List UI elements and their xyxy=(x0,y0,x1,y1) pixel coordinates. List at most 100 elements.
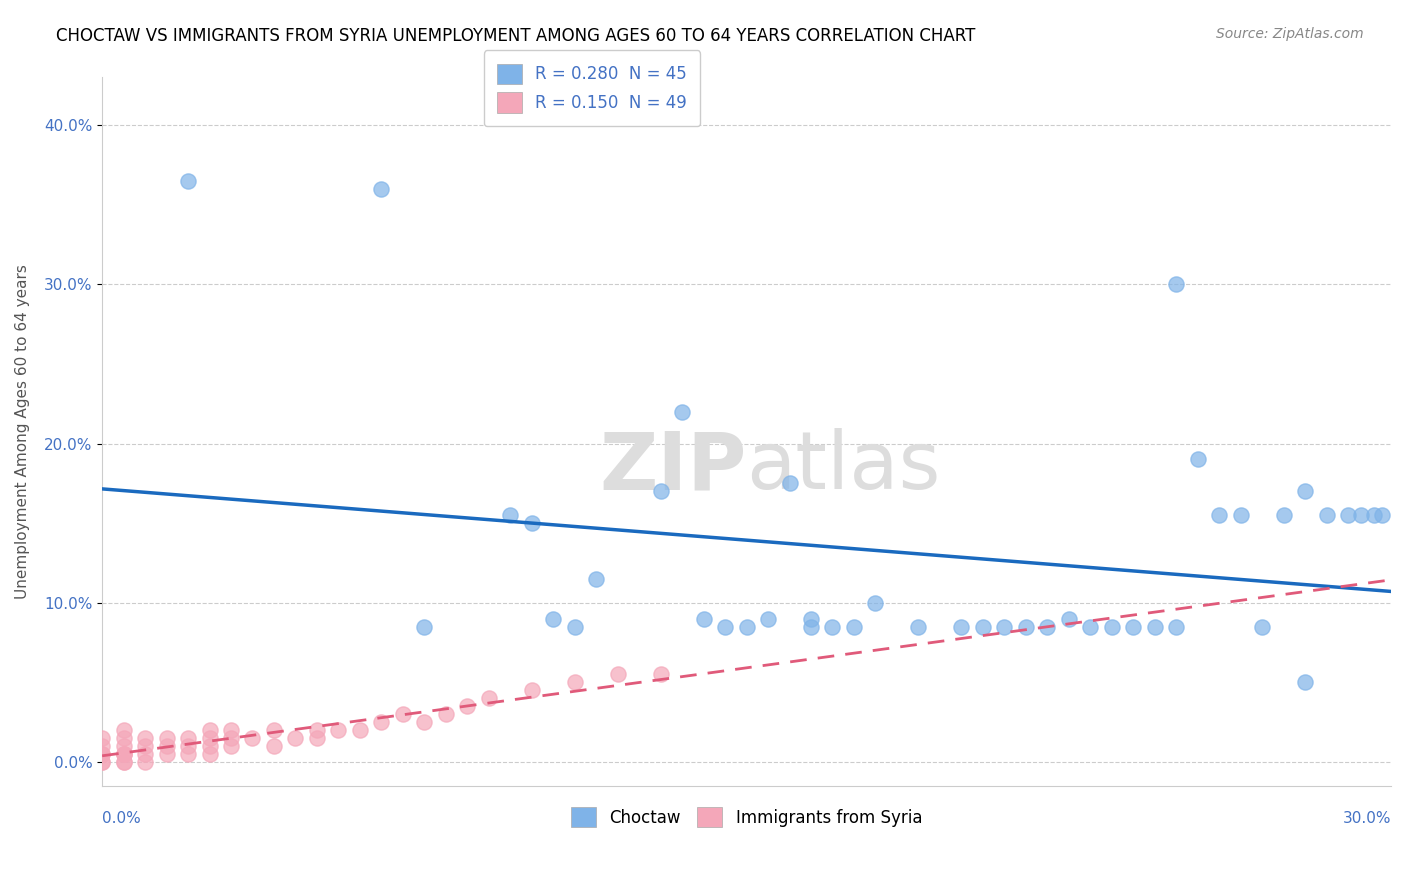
Immigrants from Syria xyxy=(198,731,221,745)
Choctaw xyxy=(585,572,607,586)
Choctaw xyxy=(650,484,672,499)
Choctaw xyxy=(756,612,779,626)
Immigrants from Syria xyxy=(328,723,350,737)
Choctaw xyxy=(1143,619,1166,633)
Choctaw xyxy=(1371,508,1393,523)
Immigrants from Syria xyxy=(134,747,156,761)
Choctaw xyxy=(564,619,586,633)
Immigrants from Syria xyxy=(112,731,135,745)
Immigrants from Syria xyxy=(650,667,672,681)
Choctaw xyxy=(993,619,1015,633)
Immigrants from Syria xyxy=(219,731,242,745)
Choctaw xyxy=(907,619,929,633)
Immigrants from Syria xyxy=(456,699,478,714)
Text: Source: ZipAtlas.com: Source: ZipAtlas.com xyxy=(1216,27,1364,41)
Immigrants from Syria xyxy=(263,723,285,737)
Choctaw xyxy=(1294,675,1316,690)
Text: CHOCTAW VS IMMIGRANTS FROM SYRIA UNEMPLOYMENT AMONG AGES 60 TO 64 YEARS CORRELAT: CHOCTAW VS IMMIGRANTS FROM SYRIA UNEMPLO… xyxy=(56,27,976,45)
Choctaw xyxy=(1166,619,1188,633)
Choctaw xyxy=(972,619,994,633)
Choctaw xyxy=(800,619,823,633)
Immigrants from Syria xyxy=(219,739,242,753)
Choctaw xyxy=(735,619,758,633)
Text: 0.0%: 0.0% xyxy=(103,811,141,826)
Immigrants from Syria xyxy=(91,739,114,753)
Immigrants from Syria xyxy=(91,747,114,761)
Choctaw xyxy=(800,612,823,626)
Choctaw xyxy=(714,619,737,633)
Choctaw xyxy=(1350,508,1372,523)
Choctaw xyxy=(1229,508,1251,523)
Immigrants from Syria xyxy=(155,747,177,761)
Text: atlas: atlas xyxy=(747,428,941,506)
Immigrants from Syria xyxy=(91,731,114,745)
Immigrants from Syria xyxy=(155,739,177,753)
Immigrants from Syria xyxy=(91,755,114,769)
Immigrants from Syria xyxy=(198,747,221,761)
Immigrants from Syria xyxy=(349,723,371,737)
Choctaw xyxy=(499,508,522,523)
Immigrants from Syria xyxy=(112,747,135,761)
Choctaw xyxy=(779,476,801,491)
Choctaw xyxy=(1187,452,1209,467)
Immigrants from Syria xyxy=(564,675,586,690)
Immigrants from Syria xyxy=(91,755,114,769)
Choctaw xyxy=(1122,619,1144,633)
Legend: Choctaw, Immigrants from Syria: Choctaw, Immigrants from Syria xyxy=(564,800,929,834)
Text: ZIP: ZIP xyxy=(599,428,747,506)
Choctaw xyxy=(1166,277,1188,292)
Choctaw xyxy=(177,174,200,188)
Choctaw xyxy=(821,619,844,633)
Immigrants from Syria xyxy=(392,707,415,722)
Immigrants from Syria xyxy=(112,755,135,769)
Choctaw xyxy=(1015,619,1038,633)
Immigrants from Syria xyxy=(134,731,156,745)
Immigrants from Syria xyxy=(242,731,264,745)
Choctaw xyxy=(842,619,865,633)
Immigrants from Syria xyxy=(370,715,392,730)
Immigrants from Syria xyxy=(219,723,242,737)
Choctaw xyxy=(1251,619,1274,633)
Choctaw xyxy=(520,516,543,530)
Immigrants from Syria xyxy=(177,739,200,753)
Choctaw xyxy=(370,182,392,196)
Choctaw xyxy=(1272,508,1295,523)
Immigrants from Syria xyxy=(91,747,114,761)
Choctaw xyxy=(1036,619,1059,633)
Immigrants from Syria xyxy=(478,691,501,706)
Immigrants from Syria xyxy=(112,755,135,769)
Immigrants from Syria xyxy=(155,731,177,745)
Immigrants from Syria xyxy=(434,707,457,722)
Immigrants from Syria xyxy=(284,731,307,745)
Immigrants from Syria xyxy=(134,739,156,753)
Immigrants from Syria xyxy=(134,755,156,769)
Immigrants from Syria xyxy=(606,667,628,681)
Immigrants from Syria xyxy=(413,715,436,730)
Choctaw xyxy=(671,405,693,419)
Choctaw xyxy=(950,619,973,633)
Immigrants from Syria xyxy=(305,731,328,745)
Immigrants from Syria xyxy=(520,683,543,698)
Text: 30.0%: 30.0% xyxy=(1343,811,1391,826)
Immigrants from Syria xyxy=(198,739,221,753)
Choctaw xyxy=(1078,619,1101,633)
Choctaw xyxy=(1315,508,1337,523)
Choctaw xyxy=(1057,612,1080,626)
Immigrants from Syria xyxy=(112,747,135,761)
Choctaw xyxy=(1337,508,1360,523)
Immigrants from Syria xyxy=(198,723,221,737)
Immigrants from Syria xyxy=(263,739,285,753)
Immigrants from Syria xyxy=(112,739,135,753)
Choctaw xyxy=(1362,508,1385,523)
Choctaw xyxy=(692,612,714,626)
Immigrants from Syria xyxy=(177,731,200,745)
Choctaw xyxy=(1101,619,1123,633)
Choctaw xyxy=(541,612,564,626)
Immigrants from Syria xyxy=(112,747,135,761)
Choctaw xyxy=(413,619,436,633)
Immigrants from Syria xyxy=(305,723,328,737)
Immigrants from Syria xyxy=(112,723,135,737)
Choctaw xyxy=(1294,484,1316,499)
Immigrants from Syria xyxy=(177,747,200,761)
Choctaw xyxy=(1208,508,1230,523)
